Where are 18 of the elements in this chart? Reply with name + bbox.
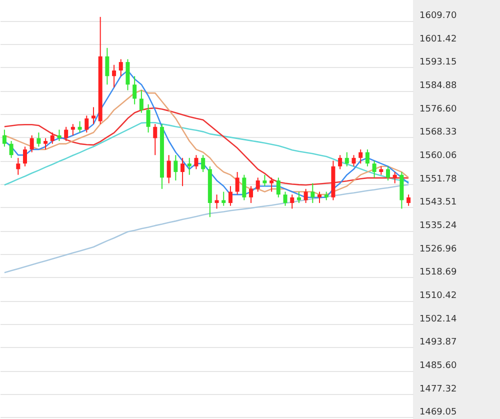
y-tick-label: 1551.78: [420, 174, 457, 184]
y-tick-label: 1510.42: [420, 291, 457, 302]
y-tick-label: 1568.33: [420, 128, 457, 138]
y-tick-label: 1485.60: [420, 361, 457, 371]
y-tick-label: 1601.42: [420, 34, 457, 44]
y-tick-label: 1535.24: [420, 221, 457, 232]
y-tick-label: 1526.96: [420, 244, 457, 254]
y-tick-label: 1560.06: [420, 151, 457, 162]
y-tick-label: 1609.70: [420, 11, 457, 22]
y-tick-label: 1593.15: [420, 58, 457, 68]
y-tick-label: 1576.60: [420, 104, 457, 114]
y-tick-label: 1493.87: [420, 338, 457, 348]
y-tick-label: 1584.88: [420, 81, 457, 92]
y-tick-label: 1477.32: [420, 384, 457, 394]
y-tick-label: 1502.14: [420, 314, 457, 324]
y-tick-label: 1518.69: [420, 268, 457, 278]
y-tick-label: 1543.51: [420, 198, 457, 208]
y-tick-label: 1469.05: [420, 408, 457, 418]
